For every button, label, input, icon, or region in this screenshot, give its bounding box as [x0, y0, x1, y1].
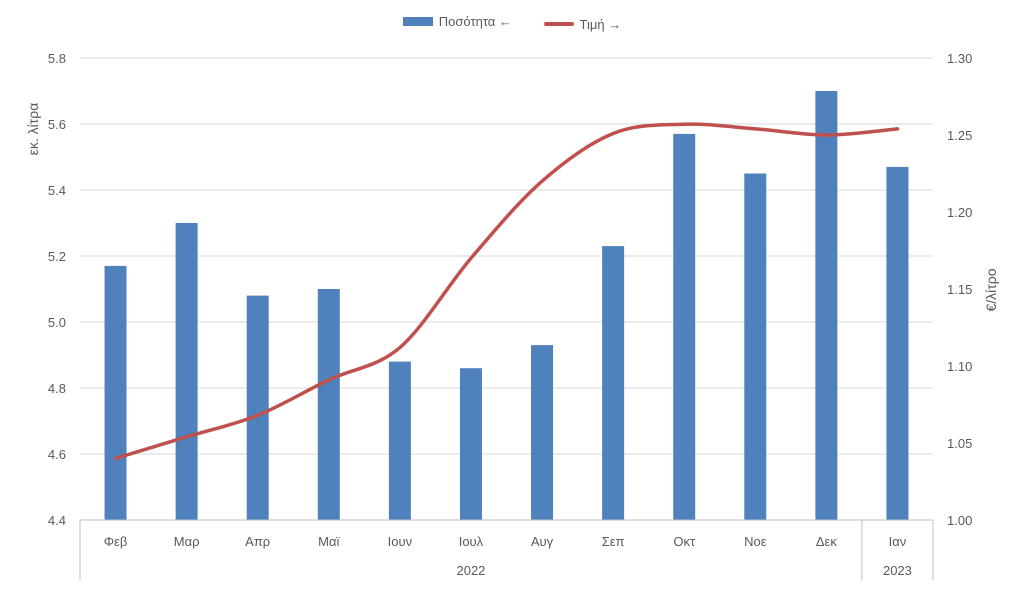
legend-swatch-line [543, 22, 574, 26]
chart-legend: Ποσότητα ← Τιμή → [0, 14, 1024, 32]
x-tick-label: Ιουν [388, 534, 412, 549]
bar [317, 289, 340, 520]
y-left-tick-label: 5.6 [48, 117, 66, 132]
x-tick-label: Δεκ [816, 534, 837, 549]
x-tick-label: Ιαν [889, 534, 907, 549]
x-tick-label: Μαϊ [318, 534, 340, 549]
y-left-tick-label: 4.4 [48, 513, 66, 528]
legend-swatch-bars [402, 17, 433, 26]
year-group-label: 2022 [456, 563, 485, 578]
y-left-tick-label: 5.8 [48, 51, 66, 66]
y-left-tick-label: 4.6 [48, 447, 66, 462]
bar [175, 223, 198, 520]
price-line [113, 122, 900, 461]
x-tick-label: Οκτ [673, 534, 696, 549]
y-left-tick-label: 5.2 [48, 249, 66, 264]
y-right-tick-label: 1.10 [947, 359, 972, 374]
y-left-tick-label: 5.0 [48, 315, 66, 330]
legend-label-price: Τιμή → [579, 16, 622, 32]
x-tick-label: Σεπ [602, 534, 625, 549]
bar [246, 295, 269, 520]
year-group-label: 2023 [883, 563, 912, 578]
x-tick-label: Νοε [744, 534, 767, 549]
bar [459, 368, 482, 520]
bar [104, 265, 127, 520]
bar [602, 246, 625, 520]
y-right-axis-title: €/λίτρο [983, 268, 999, 311]
bar [673, 133, 696, 520]
bar [815, 91, 838, 520]
x-tick-label: Αυγ [531, 534, 554, 549]
y-right-tick-label: 1.15 [947, 282, 972, 297]
y-right-tick-label: 1.25 [947, 128, 972, 143]
legend-item-price: Τιμή → [543, 16, 622, 32]
y-right-tick-label: 1.30 [947, 51, 972, 66]
bar [531, 345, 554, 520]
bar [388, 361, 411, 520]
y-right-tick-label: 1.05 [947, 436, 972, 451]
y-right-tick-label: 1.00 [947, 513, 972, 528]
x-tick-label: Μαρ [174, 534, 200, 549]
legend-item-quantity: Ποσότητα ← [402, 14, 512, 29]
y-left-tick-label: 5.4 [48, 183, 66, 198]
bar [886, 166, 909, 520]
y-left-axis-title: εκ. λίτρα [25, 103, 41, 156]
bar [744, 173, 767, 520]
x-tick-label: Φεβ [104, 534, 128, 549]
x-tick-label: Απρ [245, 534, 270, 549]
legend-label-quantity: Ποσότητα ← [438, 14, 512, 29]
y-left-tick-label: 4.8 [48, 381, 66, 396]
x-tick-label: Ιουλ [459, 534, 484, 549]
y-right-tick-label: 1.20 [947, 205, 972, 220]
